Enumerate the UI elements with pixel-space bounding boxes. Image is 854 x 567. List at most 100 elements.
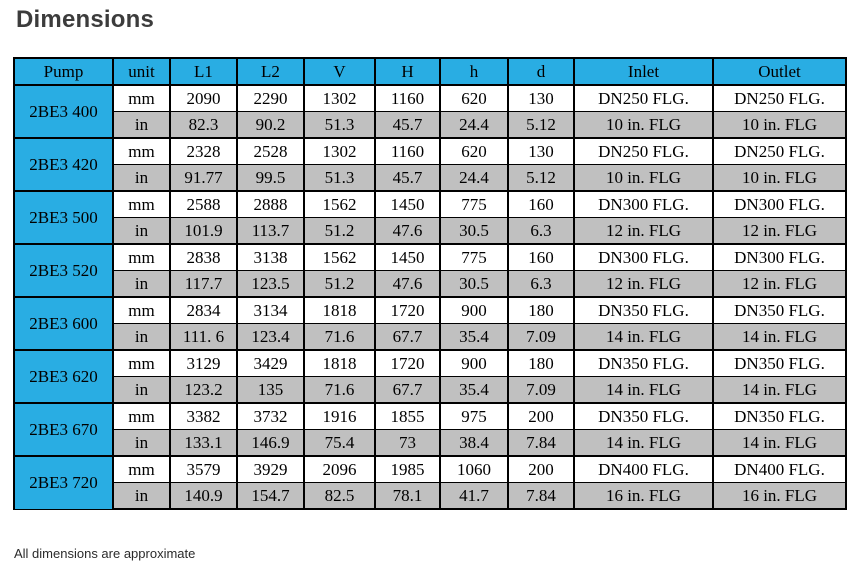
value-cell: 99.5: [236, 164, 305, 192]
value-cell: 51.3: [303, 111, 376, 139]
value-cell: DN250 FLG.: [573, 84, 714, 112]
value-cell: 71.6: [303, 376, 376, 404]
table-row: in 117.7 123.5 51.2 47.6 30.5 6.3 12 in. FLG 12 …: [14, 270, 847, 298]
value-cell: 16 in. FLG: [712, 482, 847, 510]
value-cell: 82.3: [169, 111, 238, 139]
value-cell: DN400 FLG.: [573, 455, 714, 483]
table-row: in 82.3 90.2 51.3 45.7 24.4 5.12 10 in. FLG 10 i…: [14, 111, 847, 139]
unit-cell: in: [112, 429, 171, 457]
value-cell: 160: [507, 190, 575, 218]
unit-cell: mm: [112, 190, 171, 218]
col-header-l2: L2: [236, 57, 305, 86]
value-cell: 67.7: [374, 323, 441, 351]
value-cell: 35.4: [439, 323, 509, 351]
col-header-l1: L1: [169, 57, 238, 86]
value-cell: 73: [374, 429, 441, 457]
value-cell: 123.4: [236, 323, 305, 351]
value-cell: 12 in. FLG: [712, 217, 847, 245]
table-row: in 133.1 146.9 75.4 73 38.4 7.84 14 in. FLG 14 i…: [14, 429, 847, 457]
value-cell: 14 in. FLG: [573, 376, 714, 404]
value-cell: 91.77: [169, 164, 238, 192]
value-cell: 2838: [169, 243, 238, 271]
value-cell: 180: [507, 296, 575, 324]
col-header-inlet: Inlet: [573, 57, 714, 86]
value-cell: 14 in. FLG: [712, 429, 847, 457]
value-cell: 51.3: [303, 164, 376, 192]
value-cell: 16 in. FLG: [573, 482, 714, 510]
value-cell: 1562: [303, 243, 376, 271]
footnote: All dimensions are approximate: [14, 546, 196, 561]
value-cell: 900: [439, 296, 509, 324]
value-cell: 140.9: [169, 482, 238, 510]
pump-cell: 2BE3 620: [13, 349, 114, 404]
unit-cell: mm: [112, 455, 171, 483]
value-cell: 3382: [169, 402, 238, 430]
value-cell: 180: [507, 349, 575, 377]
value-cell: DN350 FLG.: [573, 296, 714, 324]
table-row: in 91.77 99.5 51.3 45.7 24.4 5.12 10 in. FLG 10 …: [14, 164, 847, 192]
value-cell: 775: [439, 243, 509, 271]
value-cell: 51.2: [303, 270, 376, 298]
value-cell: 1985: [374, 455, 441, 483]
value-cell: 1916: [303, 402, 376, 430]
pump-cell: 2BE3 720: [13, 455, 114, 510]
table-row: 2BE3 520 mm 2838 3138 1562 1450 775 160 DN300 FL…: [13, 243, 847, 298]
value-cell: 5.12: [507, 164, 575, 192]
pump-cell: 2BE3 670: [13, 402, 114, 457]
value-cell: 1302: [303, 84, 376, 112]
value-cell: 30.5: [439, 217, 509, 245]
value-cell: 1160: [374, 84, 441, 112]
value-cell: 7.09: [507, 376, 575, 404]
value-cell: 24.4: [439, 164, 509, 192]
value-cell: 90.2: [236, 111, 305, 139]
value-cell: 10 in. FLG: [712, 164, 847, 192]
value-cell: 10 in. FLG: [573, 111, 714, 139]
value-cell: 2090: [169, 84, 238, 112]
unit-cell: mm: [112, 296, 171, 324]
value-cell: DN350 FLG.: [573, 349, 714, 377]
col-header-d: d: [507, 57, 575, 86]
value-cell: 41.7: [439, 482, 509, 510]
value-cell: 12 in. FLG: [712, 270, 847, 298]
value-cell: 620: [439, 137, 509, 165]
value-cell: 5.12: [507, 111, 575, 139]
unit-cell: mm: [112, 402, 171, 430]
value-cell: 900: [439, 349, 509, 377]
unit-cell: mm: [112, 137, 171, 165]
table-row: in 111. 6 123.4 71.6 67.7 35.4 7.09 14 in. FLG 1…: [14, 323, 847, 351]
value-cell: 3579: [169, 455, 238, 483]
value-cell: 2290: [236, 84, 305, 112]
value-cell: 1302: [303, 137, 376, 165]
value-cell: 12 in. FLG: [573, 270, 714, 298]
value-cell: 154.7: [236, 482, 305, 510]
value-cell: 2528: [236, 137, 305, 165]
value-cell: 14 in. FLG: [573, 323, 714, 351]
value-cell: 2888: [236, 190, 305, 218]
table-row: 2BE3 500 mm 2588 2888 1562 1450 775 160 DN300 FL…: [13, 190, 847, 245]
value-cell: 200: [507, 455, 575, 483]
value-cell: 67.7: [374, 376, 441, 404]
value-cell: 82.5: [303, 482, 376, 510]
table-row: 2BE3 620 mm 3129 3429 1818 1720 900 180 DN350 FL…: [13, 349, 847, 404]
unit-cell: in: [112, 164, 171, 192]
value-cell: 135: [236, 376, 305, 404]
value-cell: 111. 6: [169, 323, 238, 351]
value-cell: DN250 FLG.: [712, 137, 847, 165]
value-cell: 78.1: [374, 482, 441, 510]
unit-cell: in: [112, 376, 171, 404]
unit-cell: mm: [112, 349, 171, 377]
value-cell: 2834: [169, 296, 238, 324]
unit-cell: mm: [112, 84, 171, 112]
pump-cell: 2BE3 600: [13, 296, 114, 351]
value-cell: 30.5: [439, 270, 509, 298]
value-cell: DN350 FLG.: [712, 349, 847, 377]
pump-cell: 2BE3 420: [13, 137, 114, 192]
value-cell: 71.6: [303, 323, 376, 351]
value-cell: 2588: [169, 190, 238, 218]
unit-cell: in: [112, 111, 171, 139]
col-header-pump: Pump: [13, 57, 114, 86]
table-row: 2BE3 600 mm 2834 3134 1818 1720 900 180 DN350 FL…: [13, 296, 847, 351]
value-cell: 3138: [236, 243, 305, 271]
pump-cell: 2BE3 400: [13, 84, 114, 139]
